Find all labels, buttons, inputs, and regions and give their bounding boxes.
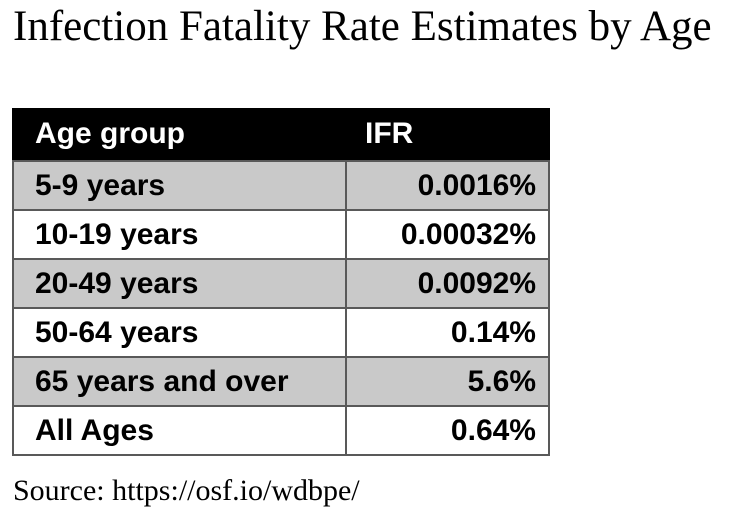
ifr-value-cell: 0.0092% bbox=[345, 258, 550, 309]
age-group-cell: 5-9 years bbox=[12, 160, 347, 211]
table-header-row: Age group IFR bbox=[12, 108, 550, 162]
ifr-value-cell: 5.6% bbox=[345, 356, 550, 407]
table-row: 65 years and over 5.6% bbox=[12, 356, 550, 407]
ifr-value-cell: 0.14% bbox=[345, 307, 550, 358]
age-group-cell: 50-64 years bbox=[12, 307, 347, 358]
age-group-cell: All Ages bbox=[12, 405, 347, 456]
table-row: 10-19 years 0.00032% bbox=[12, 209, 550, 260]
age-group-cell: 20-49 years bbox=[12, 258, 347, 309]
table-row: 5-9 years 0.0016% bbox=[12, 160, 550, 211]
ifr-value-cell: 0.64% bbox=[345, 405, 550, 456]
table-row: 20-49 years 0.0092% bbox=[12, 258, 550, 309]
page-title: Infection Fatality Rate Estimates by Age bbox=[13, 3, 712, 50]
age-group-cell: 65 years and over bbox=[12, 356, 347, 407]
age-group-cell: 10-19 years bbox=[12, 209, 347, 260]
header-age-group: Age group bbox=[12, 108, 347, 162]
ifr-table: Age group IFR 5-9 years 0.0016% 10-19 ye… bbox=[12, 108, 550, 456]
source-text: Source: https://osf.io/wdbpe/ bbox=[13, 474, 360, 507]
header-ifr: IFR bbox=[345, 108, 550, 162]
table-row: 50-64 years 0.14% bbox=[12, 307, 550, 358]
ifr-value-cell: 0.0016% bbox=[345, 160, 550, 211]
table-row: All Ages 0.64% bbox=[12, 405, 550, 456]
ifr-value-cell: 0.00032% bbox=[345, 209, 550, 260]
